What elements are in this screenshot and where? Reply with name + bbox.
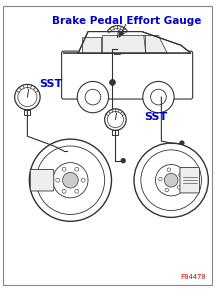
Circle shape (143, 81, 174, 113)
Circle shape (167, 168, 171, 171)
Circle shape (121, 159, 125, 163)
Polygon shape (102, 36, 145, 53)
FancyBboxPatch shape (30, 169, 54, 191)
Circle shape (75, 189, 79, 193)
Circle shape (56, 178, 60, 182)
Circle shape (81, 178, 85, 182)
Circle shape (62, 167, 66, 171)
Circle shape (177, 186, 181, 189)
Circle shape (180, 141, 184, 145)
Circle shape (77, 81, 108, 113)
Circle shape (110, 79, 116, 85)
Circle shape (105, 109, 126, 130)
Circle shape (179, 173, 182, 177)
Text: F04470: F04470 (180, 274, 205, 280)
Circle shape (75, 167, 79, 171)
Circle shape (15, 84, 40, 110)
Polygon shape (64, 31, 191, 53)
FancyBboxPatch shape (112, 130, 118, 135)
FancyBboxPatch shape (114, 49, 120, 54)
Text: SST: SST (39, 79, 62, 89)
Circle shape (164, 173, 178, 187)
Circle shape (62, 189, 66, 193)
Circle shape (159, 177, 162, 181)
FancyBboxPatch shape (180, 168, 200, 193)
Polygon shape (82, 38, 101, 53)
Circle shape (63, 172, 78, 188)
Circle shape (106, 26, 129, 49)
Text: Brake Pedal Effort Gauge: Brake Pedal Effort Gauge (52, 16, 202, 26)
Text: SST: SST (145, 112, 168, 122)
Polygon shape (144, 36, 167, 53)
Circle shape (165, 188, 169, 192)
Circle shape (66, 149, 70, 153)
FancyBboxPatch shape (24, 110, 30, 115)
Circle shape (134, 143, 208, 217)
Circle shape (29, 139, 112, 221)
